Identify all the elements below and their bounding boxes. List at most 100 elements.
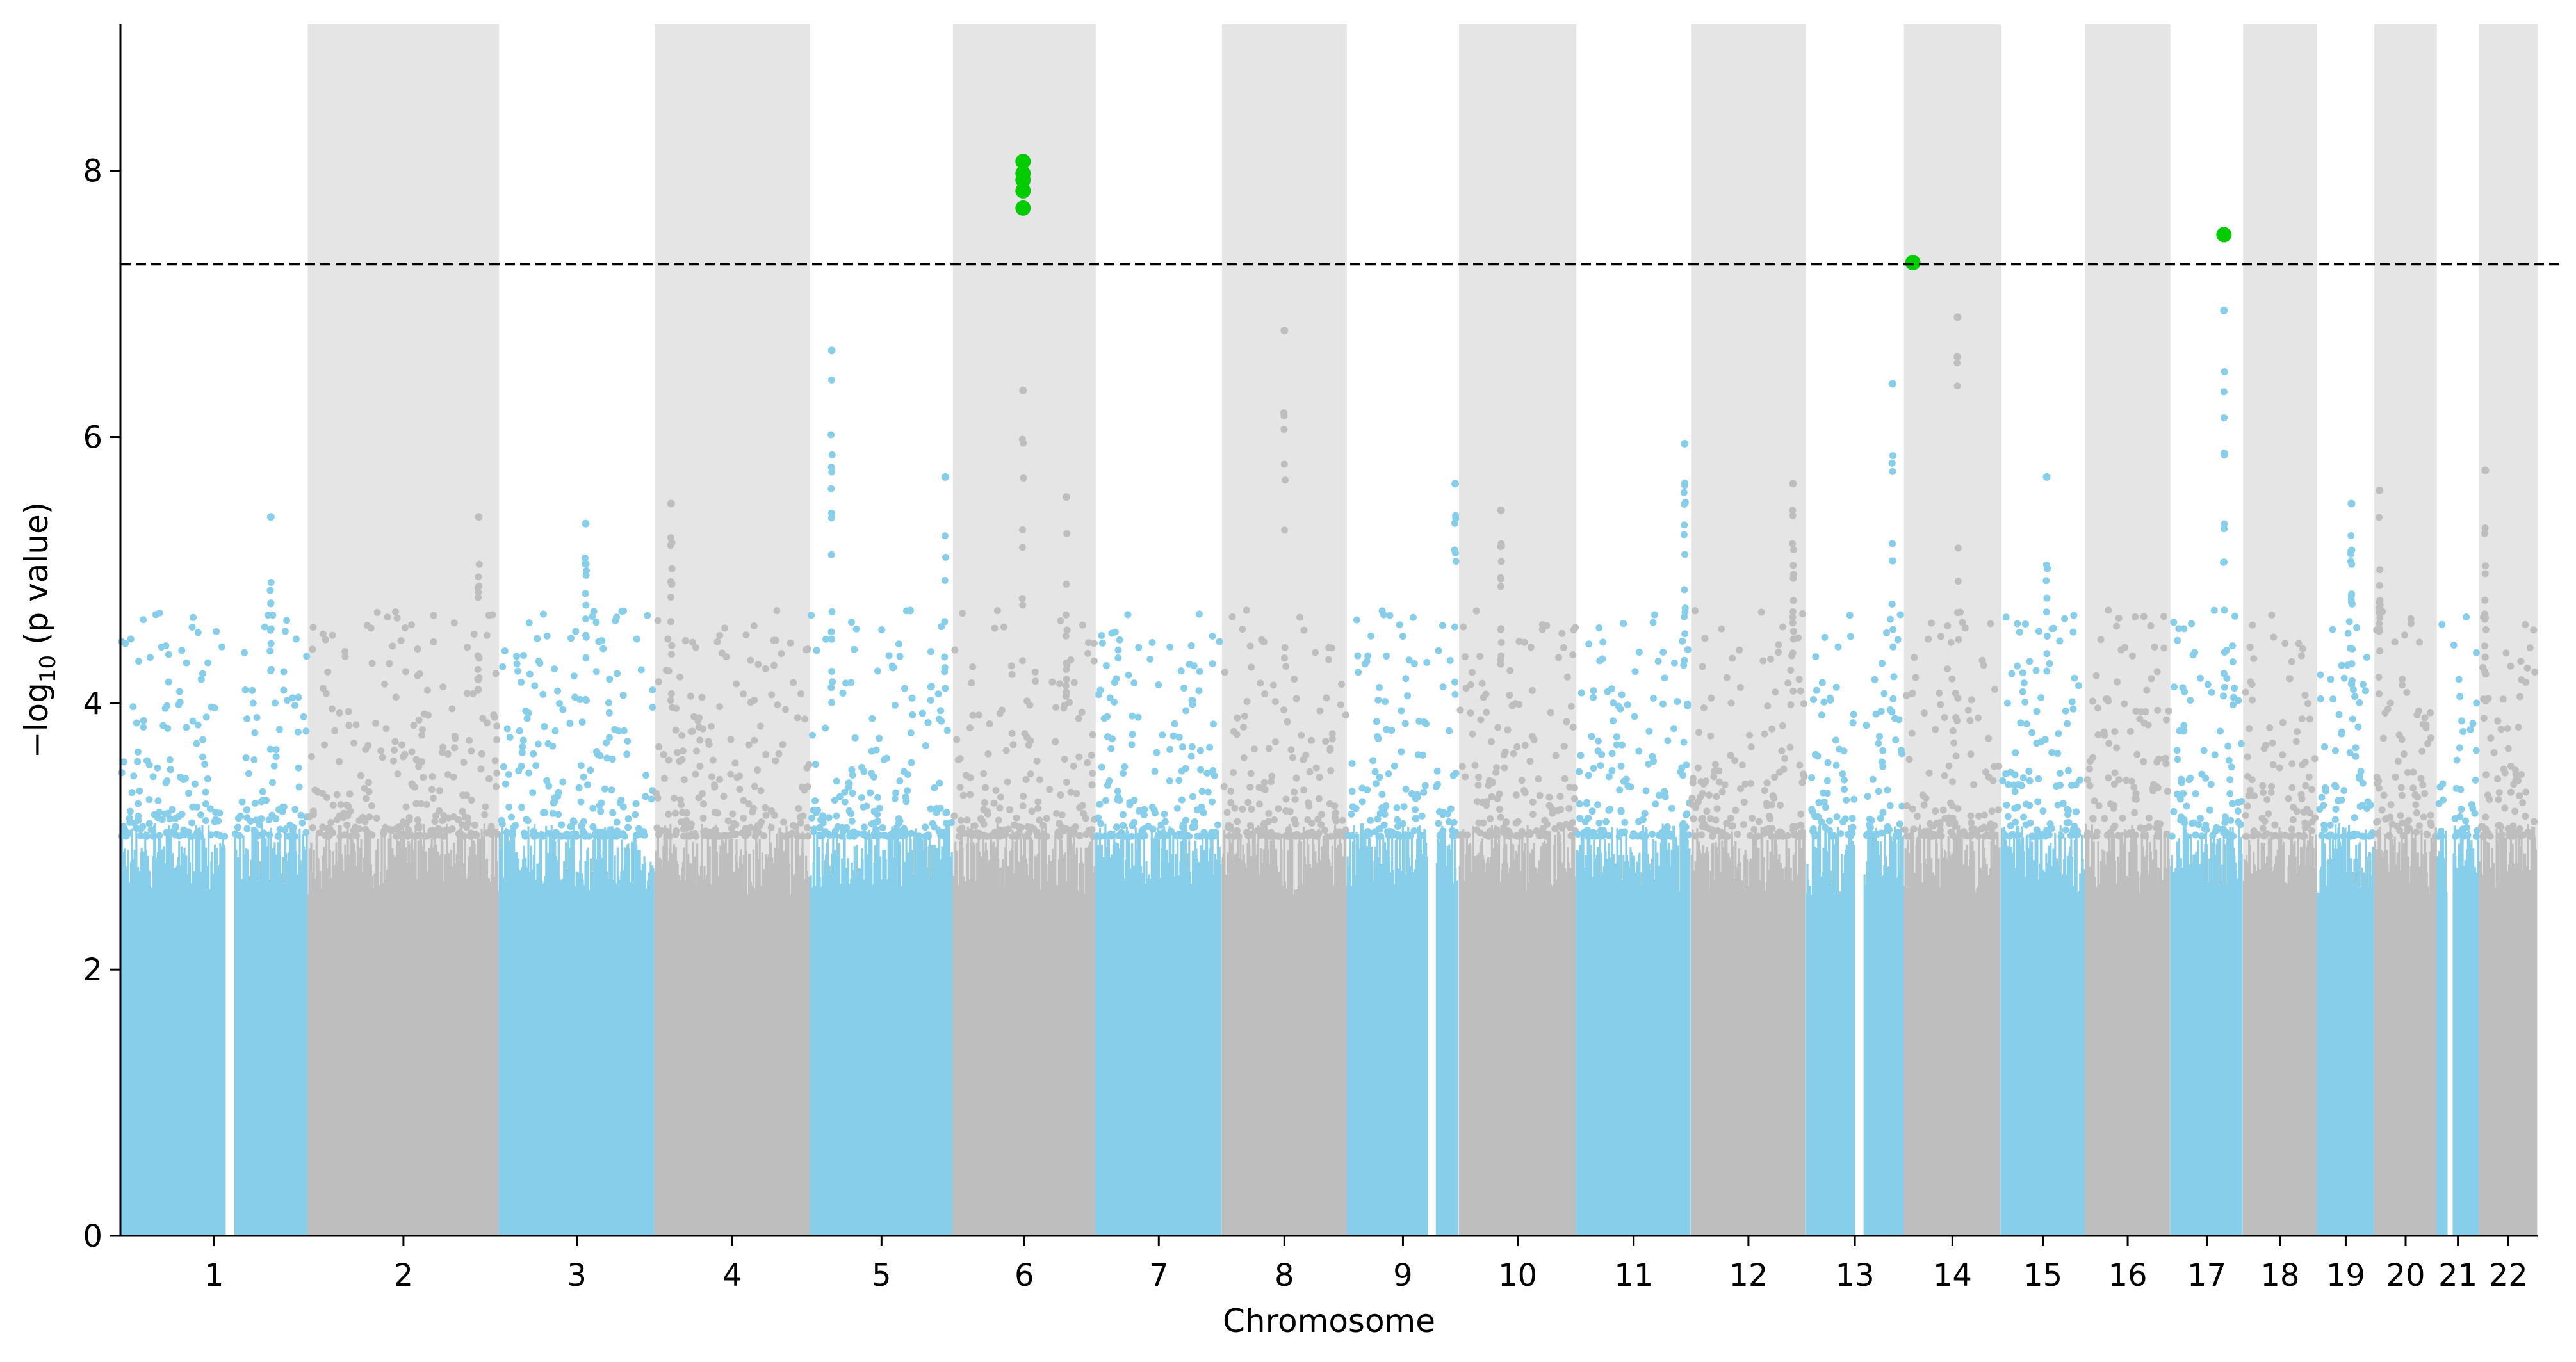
snp-point [1955,636,1962,644]
snp-point [1873,831,1881,838]
snp-point [1280,706,1287,714]
snp-point [1257,679,1264,687]
snp-point [874,667,881,675]
snp-point [2180,790,2187,797]
snp-point [1605,773,1613,781]
snp-point [1306,768,1314,775]
snp-point [218,643,226,651]
snp-point [942,553,949,561]
snp-point [1712,816,1720,824]
snp-point [2317,671,2324,679]
snp-point [1388,726,1396,734]
snp-point [941,618,949,626]
snp-point [1488,793,1496,800]
snp-point [2151,644,2158,651]
snp-point [1208,798,1216,806]
chromosome-11-points [1574,611,1693,1236]
snp-point [464,644,471,651]
snp-point [1504,827,1512,834]
x-tick-label-chr9: 9 [1393,1258,1413,1293]
snp-point [243,814,251,822]
snp-point [2262,832,2269,839]
snp-point [1813,686,1820,694]
snp-point [1886,802,1894,809]
snp-point [842,679,850,687]
snp-point [2035,775,2042,782]
snp-point [2263,796,2271,804]
snp-point [1846,832,1854,840]
snp-point [1225,822,1232,829]
snp-point [637,666,645,674]
snp-point [876,804,883,812]
snp-point [1514,818,1522,825]
snp-point [1535,775,1542,782]
snp-point [199,736,207,743]
snp-point [1763,800,1770,807]
snp-point [407,621,415,629]
snp-point [1121,763,1129,770]
snp-point [1849,719,1857,727]
x-tick-label-chr15: 15 [2023,1258,2062,1293]
snp-point [1684,702,1692,709]
snp-point [1291,795,1299,803]
snp-point [1911,654,1918,661]
snp-point [2188,620,2196,628]
snp-point [2123,776,2130,784]
peak-snp-chr11 [1681,439,1689,448]
snp-point [2115,776,2123,784]
snp-point [1700,781,1708,788]
snp-point [1316,707,1324,715]
snp-point [2123,831,2131,838]
snp-point [534,740,542,748]
snp-point [536,660,544,667]
snp-point [795,805,803,813]
snp-point [1342,711,1349,719]
snp-point [188,624,196,631]
snp-point [408,748,416,756]
snp-point [1791,831,1798,839]
snp-point [172,823,179,831]
snp-point [687,832,695,839]
snp-point [284,697,291,704]
snp-point [1654,658,1662,665]
snp-point [2466,726,2474,733]
snp-point [149,773,157,781]
snp-point [1474,781,1482,789]
snp-point [1281,476,1289,484]
snp-point [1681,479,1688,487]
snp-point [1062,632,1070,640]
snp-point [1779,722,1786,729]
snp-point [133,719,140,727]
snp-point [620,607,628,615]
snp-point [750,622,758,629]
snp-point [1681,630,1689,638]
snp-point [1818,711,1825,719]
snp-point [238,798,246,806]
snp-point [874,811,881,818]
snp-point [1700,820,1708,827]
snp-point [2192,790,2199,798]
snp-point [941,653,949,661]
snp-point [2297,652,2305,660]
snp-point [1595,737,1602,745]
snp-point [444,814,452,822]
snp-point [2115,614,2123,622]
snp-point [2147,622,2155,629]
snp-point [2244,802,2251,810]
snp-point [2037,694,2045,702]
snp-point [1155,681,1162,688]
snp-point [143,757,151,765]
snp-point [668,539,676,546]
snp-point [434,825,442,832]
snp-point [135,658,142,665]
snp-point [2414,793,2422,801]
snp-point [1030,825,1038,833]
snp-point [469,690,477,697]
snp-point [1487,832,1495,839]
snp-point [2348,677,2356,685]
chromosome-17-points [2168,606,2246,1236]
snp-point [582,654,590,661]
snp-point [779,740,787,748]
snp-point [2249,621,2256,629]
